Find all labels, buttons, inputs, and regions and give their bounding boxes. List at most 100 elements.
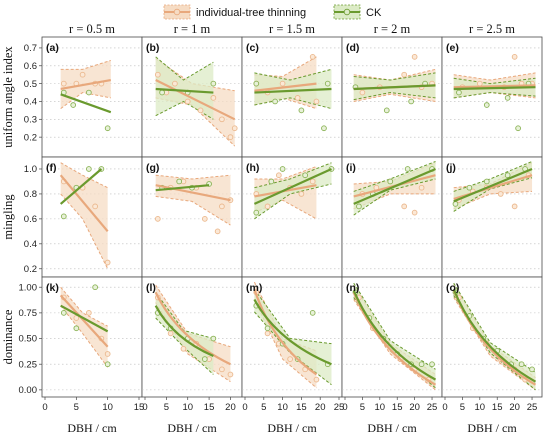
x-tick-label: 25 <box>334 402 345 413</box>
panel-a: (a) 0.2 0.3 0.4 0.5 0.6 0.7 <box>24 36 143 158</box>
panel-label: (g) <box>146 162 159 174</box>
x-tick-label: 10 <box>475 402 486 413</box>
y-tick-label: 0.8 <box>24 189 37 200</box>
panel-label: (n) <box>346 282 359 294</box>
fit-line-ck <box>254 87 332 94</box>
y-tick-label: 0.75 <box>19 308 38 319</box>
data-point-ck <box>504 95 511 101</box>
data-point-thinning <box>219 203 225 210</box>
y-tick-label: 1.00 <box>19 282 38 293</box>
x-tick-label: 15 <box>492 402 503 413</box>
band-upper-ck <box>353 161 436 192</box>
column-header-1: r = 0.5 m <box>69 22 115 36</box>
data-point-thinning <box>180 345 187 352</box>
data-point-ck <box>483 178 490 185</box>
data-point-ck <box>483 102 490 108</box>
data-point-thinning <box>201 216 208 222</box>
y-tick-label: 0.4 <box>24 239 37 250</box>
y-tick-label: 0.6 <box>24 214 37 225</box>
data-point-ck <box>264 325 271 332</box>
y-tick-label: 0.50 <box>19 334 38 345</box>
fit-line-ck <box>353 167 436 205</box>
data-point-thinning <box>294 95 301 101</box>
y-tick-label: 0.2 <box>24 132 37 143</box>
data-point-thinning <box>167 330 174 337</box>
panel-label: (i) <box>346 162 356 174</box>
data-point-ck <box>86 89 92 96</box>
panel-o: (o) 0 5 10 15 20 25 <box>441 276 543 413</box>
panel-n: (n) 0 5 10 15 20 25 <box>341 276 443 413</box>
x-tick-label: 25 <box>427 402 438 413</box>
band-lower-thinning <box>453 190 533 210</box>
y-tick-label: 1.0 <box>24 164 37 175</box>
x-axis-title-2: DBH / cm <box>167 421 217 435</box>
data-point-thinning <box>231 125 238 132</box>
fit-line-thinning <box>154 291 231 366</box>
data-point-thinning <box>309 178 316 185</box>
data-point-thinning <box>298 191 305 197</box>
band-lower-thinning <box>155 195 231 226</box>
panel-f: (f) 0.2 0.4 0.6 0.8 1.0 <box>24 156 143 278</box>
data-point-thinning <box>401 71 408 78</box>
panel-label: (j) <box>446 162 456 174</box>
data-point-thinning <box>359 89 366 96</box>
band-lower-ck <box>254 97 332 110</box>
data-point-ck <box>387 178 394 185</box>
panel-label: (l) <box>146 282 156 294</box>
fit-line-ck <box>452 288 537 383</box>
data-point-ck <box>404 166 411 172</box>
data-point-thinning <box>79 71 86 78</box>
data-point-thinning <box>227 134 234 141</box>
x-tick-label: 0 <box>42 402 47 413</box>
panel-g: (g) <box>141 156 243 278</box>
data-point-thinning <box>411 53 418 60</box>
x-axis-title-3: DBH / cm <box>267 421 317 435</box>
data-point-thinning <box>287 356 293 362</box>
data-point-ck <box>515 125 521 132</box>
fit-line-ck <box>253 167 332 205</box>
data-point-thinning <box>418 184 425 191</box>
data-point-ck <box>210 335 217 342</box>
y-tick-label: 0.6 <box>24 61 37 72</box>
panel-label: (d) <box>346 42 359 54</box>
data-point-ck <box>309 310 316 316</box>
data-point-ck <box>466 184 473 191</box>
x-tick-label: 5 <box>74 402 79 413</box>
legend-item-ck: CK <box>333 4 382 20</box>
data-point-ck <box>504 172 511 179</box>
band-upper-thinning <box>155 58 235 92</box>
y-tick-label: 0.4 <box>24 97 37 108</box>
legend-marker-ck <box>343 8 351 16</box>
data-point-ck <box>201 356 208 362</box>
data-point-thinning <box>476 80 483 87</box>
data-point-thinning <box>214 228 221 235</box>
legend: individual-tree thinning CK <box>163 4 382 20</box>
data-point-thinning <box>219 366 225 373</box>
panel-m: (m) 0 5 10 15 20 25 <box>241 276 345 413</box>
band-upper-ck <box>353 72 436 81</box>
panel-l: (l) 0 5 10 15 20 <box>141 276 243 413</box>
data-point-thinning <box>172 80 178 87</box>
data-point-thinning <box>104 351 111 357</box>
panel-j: (j) <box>441 156 543 278</box>
x-tick-label: 10 <box>182 402 193 413</box>
x-tick-label: 0 <box>442 402 447 413</box>
confidence-band-ck <box>155 56 214 120</box>
x-tick-label: 5 <box>360 402 365 413</box>
band-upper-ck <box>155 56 214 81</box>
row-headers: uniform angle index mingling dominance <box>1 46 15 365</box>
data-point-ck <box>429 361 435 368</box>
data-point-ck <box>159 89 165 96</box>
data-point-thinning <box>279 80 286 87</box>
panel-c: (c) <box>241 36 343 158</box>
panel-e: (e) <box>441 36 543 158</box>
data-point-thinning <box>309 53 316 60</box>
data-point-thinning <box>92 203 98 210</box>
data-point-thinning <box>197 107 204 114</box>
fit-line-ck <box>60 304 109 333</box>
band-lower-thinning <box>60 305 109 368</box>
fit-line-thinning <box>60 78 111 91</box>
band-lower-thinning <box>353 93 436 102</box>
data-point-ck <box>60 213 67 220</box>
legend-item-thinning: individual-tree thinning <box>163 4 306 20</box>
